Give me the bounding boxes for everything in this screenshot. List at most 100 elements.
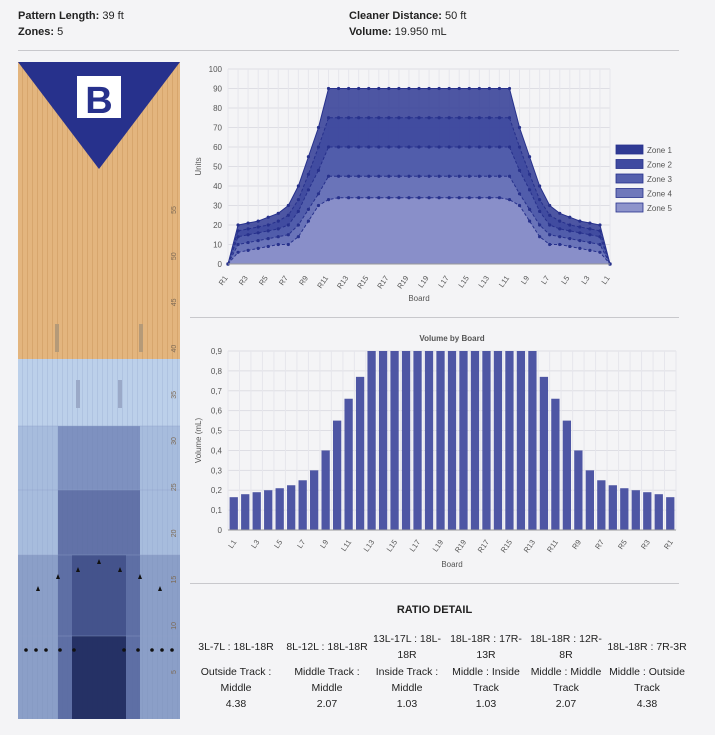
point-zone-2 xyxy=(286,213,290,217)
point-zone-4 xyxy=(256,239,260,243)
point-zone-5 xyxy=(578,246,582,250)
point-zone-1 xyxy=(598,223,602,227)
point-zone-2 xyxy=(507,116,512,120)
point-zone-1 xyxy=(558,211,562,215)
point-zone-2 xyxy=(236,229,240,233)
point-zone-4 xyxy=(377,174,381,178)
point-zone-3 xyxy=(487,145,491,149)
x-tick-label: L1 xyxy=(599,274,611,286)
point-zone-5 xyxy=(437,196,441,200)
point-zone-1 xyxy=(367,86,371,91)
point-zone-4 xyxy=(417,174,421,178)
point-zone-4 xyxy=(407,174,411,178)
point-zone-4 xyxy=(316,192,321,196)
x-tick-label: R17 xyxy=(476,538,491,554)
bar-L8 xyxy=(310,470,319,530)
x-tick-label: R3 xyxy=(639,538,652,551)
point-zone-1 xyxy=(527,155,532,159)
point-zone-4 xyxy=(276,235,280,239)
zones-label: Zones: xyxy=(18,26,55,38)
point-zone-5 xyxy=(276,242,280,247)
legend-swatch-2 xyxy=(615,159,644,169)
bar-R5 xyxy=(620,488,629,530)
point-zone-1 xyxy=(316,125,321,130)
ratio-label: Middle Track : Middle xyxy=(294,666,360,694)
point-zone-3 xyxy=(387,145,391,149)
legend-label-3: Zone 3 xyxy=(647,175,672,184)
y-tick-label: 10 xyxy=(213,241,222,250)
x-tick-label: R7 xyxy=(593,538,606,551)
pattern-length-label: Pattern Length: xyxy=(18,10,100,22)
volume: Volume: 19.950 mL xyxy=(349,24,447,40)
pattern-length-value: 39 ft xyxy=(102,10,124,22)
point-zone-3 xyxy=(578,231,582,235)
chart-divider xyxy=(190,317,679,318)
point-zone-1 xyxy=(306,155,311,159)
area-zone-5 xyxy=(226,197,612,265)
point-zone-4 xyxy=(387,174,391,178)
distance-label-30: 30 xyxy=(171,437,178,445)
point-zone-4 xyxy=(598,242,602,247)
bar-R15 xyxy=(505,351,514,530)
point-zone-3 xyxy=(447,145,451,149)
point-zone-2 xyxy=(316,145,321,149)
point-zone-2 xyxy=(588,227,592,231)
bar-R2 xyxy=(654,494,663,530)
point-zone-4 xyxy=(558,235,562,239)
y-tick-label: 20 xyxy=(213,221,222,230)
x-tick-label: L7 xyxy=(295,538,307,550)
point-zone-1 xyxy=(407,86,411,91)
point-zone-2 xyxy=(266,223,270,227)
point-zone-3 xyxy=(437,145,441,149)
point-zone-5 xyxy=(377,196,381,200)
point-zone-4 xyxy=(427,174,431,178)
point-zone-4 xyxy=(336,174,341,178)
point-zone-3 xyxy=(357,145,361,149)
point-zone-2 xyxy=(256,225,260,229)
point-zone-2 xyxy=(447,116,451,120)
distance-label-5: 5 xyxy=(171,670,178,674)
bar-L15 xyxy=(390,351,399,530)
y-tick-label: 0,8 xyxy=(211,367,223,376)
ratio-column: 18L-18R : 7R-3R Middle : Outside Track 4.3… xyxy=(606,630,688,712)
point-zone-4 xyxy=(357,174,361,178)
point-zone-3 xyxy=(276,227,280,231)
point-zone-4 xyxy=(487,174,491,178)
point-zone-2 xyxy=(377,116,381,120)
point-zone-4 xyxy=(467,174,471,178)
bar-R10 xyxy=(562,420,572,530)
x-tick-label: L15 xyxy=(456,274,471,289)
cleaner-distance-value: 50 ft xyxy=(445,10,467,22)
point-zone-2 xyxy=(397,116,401,120)
bar-R20 xyxy=(447,351,457,530)
point-zone-2 xyxy=(437,116,441,120)
volume-bar-chart: Volume by Board 0 0,1 0,2 0,3 0,4 0,5 0,6 0,7 0,8… xyxy=(194,334,677,569)
ratio-value: 2.07 xyxy=(555,698,577,710)
x-tick-label: R19 xyxy=(395,274,410,290)
point-zone-3 xyxy=(517,168,522,172)
point-zone-4 xyxy=(447,174,451,178)
point-zone-2 xyxy=(417,116,421,120)
distance-label-35: 35 xyxy=(171,391,178,399)
point-zone-4 xyxy=(246,240,250,245)
point-zone-1 xyxy=(336,86,341,91)
bar-R9 xyxy=(574,450,583,530)
point-zone-1 xyxy=(326,86,331,91)
point-zone-4 xyxy=(296,223,300,227)
bar-chart-title: Volume by Board xyxy=(419,334,484,343)
y-tick-label: 70 xyxy=(213,124,222,133)
point-zone-5 xyxy=(306,219,311,223)
point-zone-4 xyxy=(477,174,481,178)
approach-dots xyxy=(24,648,174,652)
point-zone-2 xyxy=(558,219,562,223)
oil-zone-core xyxy=(72,636,126,719)
point-zone-1 xyxy=(357,86,361,91)
point-zone-1 xyxy=(588,221,592,225)
lane-grid-lines xyxy=(18,425,180,637)
x-tick-label: R15 xyxy=(499,538,514,554)
logo-letter: B xyxy=(85,80,112,122)
bar-L4 xyxy=(264,490,273,530)
distance-label-15: 15 xyxy=(171,576,178,584)
point-zone-3 xyxy=(367,145,371,149)
point-zone-5 xyxy=(427,196,431,200)
